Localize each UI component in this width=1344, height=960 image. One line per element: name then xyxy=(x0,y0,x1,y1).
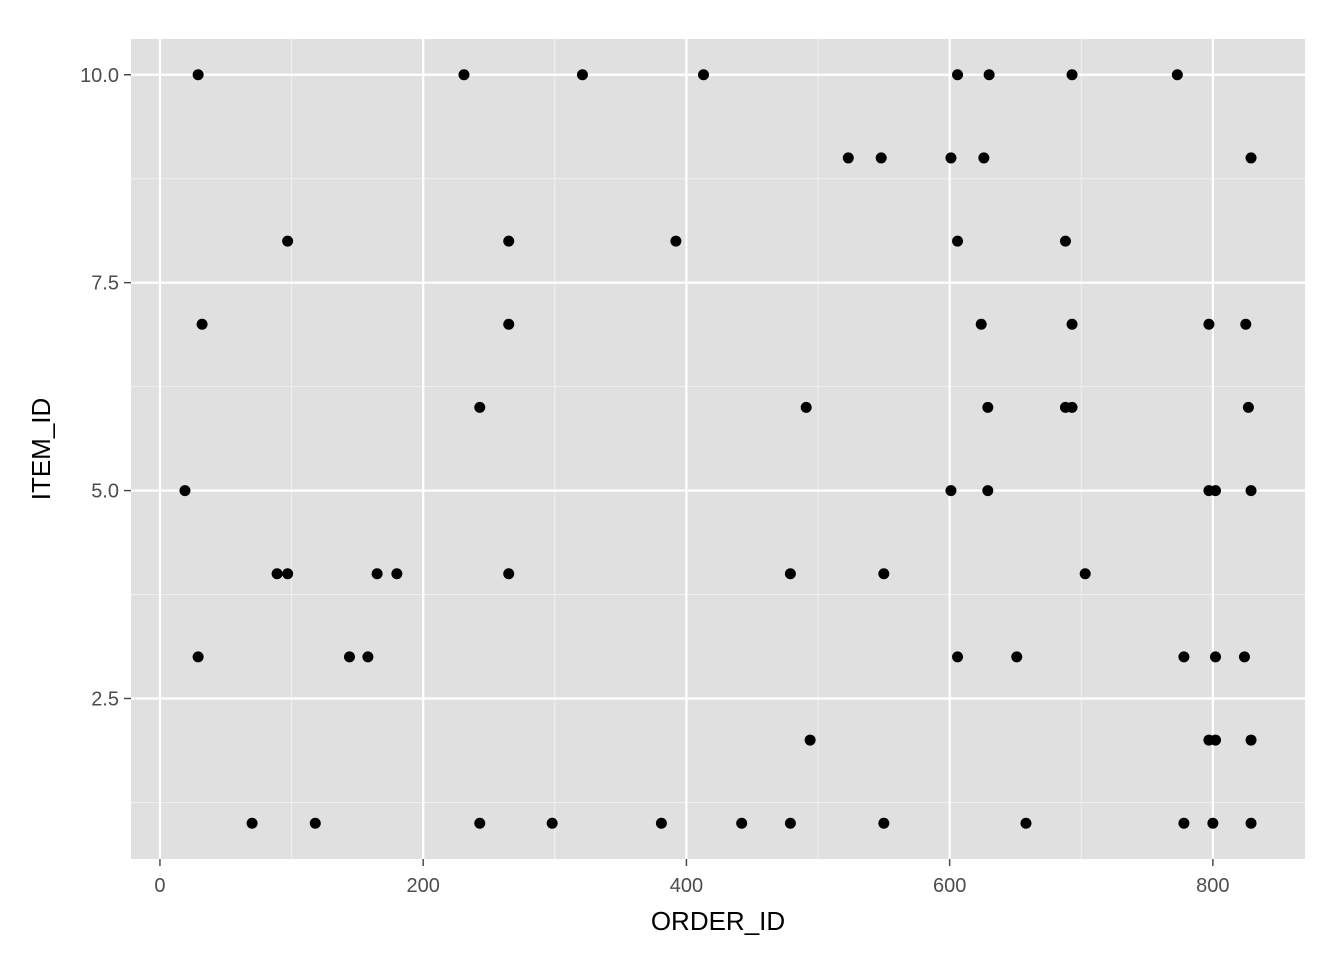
data-point xyxy=(1245,485,1257,497)
data-point xyxy=(945,485,957,497)
data-point xyxy=(1240,318,1252,330)
data-point xyxy=(1242,401,1254,413)
y-tick-label: 10.0 xyxy=(80,65,119,87)
data-point xyxy=(945,152,957,164)
minor-gridlines xyxy=(131,39,1305,859)
data-point xyxy=(1245,734,1257,746)
data-point xyxy=(246,817,258,829)
x-tick-label: 200 xyxy=(406,875,439,897)
data-point xyxy=(503,235,515,247)
data-point xyxy=(1203,318,1215,330)
data-point xyxy=(1210,734,1222,746)
data-point xyxy=(196,318,208,330)
data-point xyxy=(546,817,558,829)
data-point xyxy=(503,568,515,580)
data-point xyxy=(362,651,374,663)
data-point xyxy=(192,651,204,663)
y-axis: 2.5 5.0 7.5 10.0 xyxy=(80,65,131,710)
data-point xyxy=(391,568,403,580)
data-point xyxy=(474,817,486,829)
x-tick-label: 800 xyxy=(1196,875,1229,897)
data-point xyxy=(309,817,321,829)
data-point xyxy=(1020,817,1032,829)
data-point xyxy=(343,651,355,663)
major-gridlines xyxy=(131,39,1305,859)
data-point xyxy=(1178,651,1190,663)
data-point xyxy=(982,485,994,497)
data-point xyxy=(271,568,283,580)
data-point xyxy=(1066,318,1078,330)
data-point xyxy=(1207,817,1219,829)
x-axis: 0 200 400 600 800 xyxy=(154,859,1230,897)
data-point xyxy=(1178,817,1190,829)
data-point xyxy=(1171,69,1183,81)
data-point xyxy=(1245,817,1257,829)
data-point xyxy=(804,734,816,746)
data-point xyxy=(952,235,964,247)
data-point xyxy=(1210,485,1222,497)
data-point xyxy=(1066,401,1078,413)
panel-background xyxy=(131,39,1305,859)
x-tick-label: 400 xyxy=(670,875,703,897)
data-point xyxy=(1011,651,1023,663)
data-point xyxy=(784,568,796,580)
data-point xyxy=(784,817,796,829)
data-point xyxy=(842,152,854,164)
data-point xyxy=(698,69,710,81)
data-point xyxy=(282,568,294,580)
y-axis-title: ITEM_ID xyxy=(26,398,56,501)
data-point xyxy=(192,69,204,81)
data-point xyxy=(655,817,667,829)
data-point xyxy=(1079,568,1091,580)
y-tick-label: 2.5 xyxy=(91,688,119,710)
data-point xyxy=(371,568,383,580)
data-point xyxy=(1066,69,1078,81)
data-point xyxy=(800,401,812,413)
data-point xyxy=(952,69,964,81)
data-point xyxy=(978,152,990,164)
data-point xyxy=(878,568,890,580)
data-point xyxy=(878,817,890,829)
data-point xyxy=(1059,235,1071,247)
data-point xyxy=(983,69,995,81)
data-point xyxy=(1238,651,1250,663)
x-tick-label: 0 xyxy=(154,875,165,897)
data-point xyxy=(474,401,486,413)
data-point xyxy=(875,152,887,164)
x-tick-label: 600 xyxy=(933,875,966,897)
data-point xyxy=(576,69,588,81)
y-tick-label: 5.0 xyxy=(91,481,119,503)
data-point xyxy=(1210,651,1222,663)
data-point xyxy=(975,318,987,330)
data-point xyxy=(982,401,994,413)
data-point xyxy=(736,817,748,829)
data-point xyxy=(282,235,294,247)
data-point xyxy=(458,69,470,81)
data-point xyxy=(503,318,515,330)
data-point xyxy=(179,485,191,497)
y-tick-label: 7.5 xyxy=(91,273,119,295)
data-point xyxy=(1245,152,1257,164)
x-axis-title: ORDER_ID xyxy=(651,906,785,936)
data-points xyxy=(179,69,1257,829)
data-point xyxy=(670,235,682,247)
data-point xyxy=(952,651,964,663)
